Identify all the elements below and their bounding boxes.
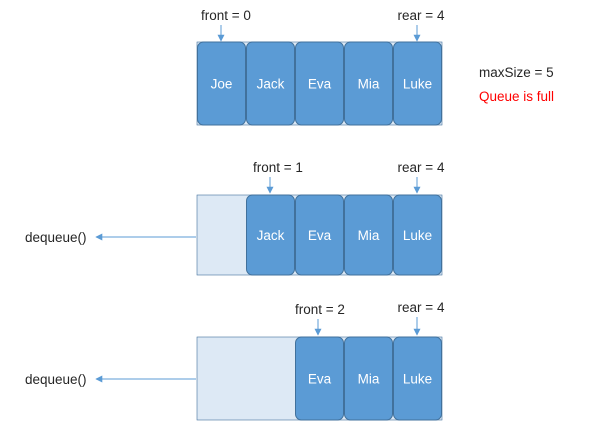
queue-state-1: Jack Eva Mia Luke front = 1 rear = 4 deq… — [25, 160, 445, 276]
cell-box — [246, 194, 295, 276]
queue-cell-0-0: Joe — [197, 41, 246, 126]
operation-label: dequeue() — [25, 372, 87, 387]
rear-pointer-label: rear = 4 — [398, 300, 445, 315]
cell-label: Eva — [308, 372, 332, 387]
cell-label: Jack — [257, 228, 285, 243]
queue-full-status: Queue is full — [479, 89, 554, 104]
queue-state-2: Eva Mia Luke front = 2 rear = 4 dequeue(… — [25, 300, 445, 421]
queue-cell-0-2: Eva — [295, 41, 344, 126]
cell-box — [295, 41, 344, 126]
cell-label: Mia — [358, 372, 380, 387]
queue-cell-1-1: Jack — [246, 194, 295, 276]
cell-box — [344, 336, 393, 421]
cell-label: Mia — [358, 228, 380, 243]
cell-box — [295, 194, 344, 276]
cell-box — [295, 336, 344, 421]
cell-box — [393, 41, 442, 126]
rear-pointer-label: rear = 4 — [398, 160, 445, 175]
queue-cell-1-2: Eva — [295, 194, 344, 276]
cell-box — [197, 41, 246, 126]
queue-cell-2-3: Mia — [344, 336, 393, 421]
queue-state-0: Joe Jack Eva Mia Luke front = 0 rear = 4 — [196, 8, 445, 126]
cell-box — [393, 194, 442, 276]
cell-label: Eva — [308, 228, 332, 243]
queue-cell-0-3: Mia — [344, 41, 393, 126]
queue-cell-2-2: Eva — [295, 336, 344, 421]
cell-label: Joe — [211, 77, 233, 92]
cell-label: Jack — [257, 77, 285, 92]
cell-label: Eva — [308, 77, 332, 92]
queue-cell-2-4: Luke — [393, 336, 442, 421]
queue-cell-1-3: Mia — [344, 194, 393, 276]
cell-box — [344, 194, 393, 276]
max-size-label: maxSize = 5 — [479, 65, 554, 80]
cell-label: Luke — [403, 228, 432, 243]
front-pointer-label: front = 2 — [295, 302, 345, 317]
front-pointer-label: front = 1 — [253, 160, 303, 175]
cell-box — [344, 41, 393, 126]
cell-label: Mia — [358, 77, 380, 92]
front-pointer-label: front = 0 — [201, 8, 251, 23]
cell-box — [393, 336, 442, 421]
queue-cell-0-1: Jack — [246, 41, 295, 126]
queue-cell-1-4: Luke — [393, 194, 442, 276]
operation-label: dequeue() — [25, 230, 87, 245]
queue-cell-0-4: Luke — [393, 41, 442, 126]
cell-label: Luke — [403, 372, 432, 387]
rear-pointer-label: rear = 4 — [398, 8, 445, 23]
cell-label: Luke — [403, 77, 432, 92]
cell-box — [246, 41, 295, 126]
